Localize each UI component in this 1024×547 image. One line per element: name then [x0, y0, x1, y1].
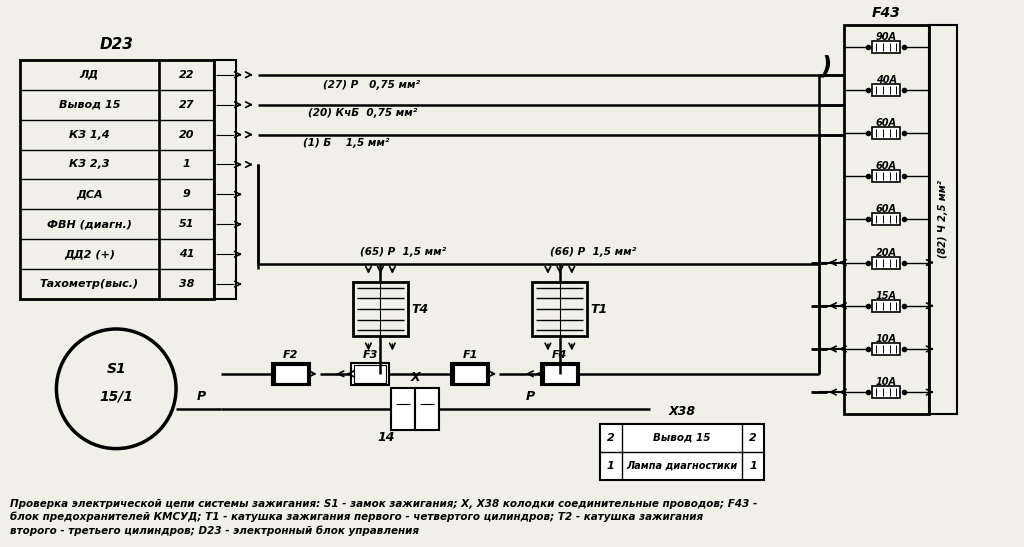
Bar [872, 84, 900, 96]
Text: (65) Р  1,5 мм²: (65) Р 1,5 мм² [360, 247, 446, 257]
Text: T4: T4 [412, 302, 428, 316]
Text: S1: S1 [106, 362, 126, 376]
Bar [872, 343, 900, 355]
Bar [19, 60, 214, 299]
Text: 14: 14 [378, 431, 395, 444]
Text: 2: 2 [607, 433, 614, 443]
Text: P: P [525, 390, 535, 403]
Text: 10А: 10А [876, 377, 897, 387]
Text: F43: F43 [872, 6, 901, 20]
Text: 40А: 40А [876, 75, 897, 85]
Bar [600, 424, 764, 480]
Text: ФВН (диагн.): ФВН (диагн.) [47, 219, 132, 229]
Text: 2: 2 [750, 433, 757, 443]
Text: 9: 9 [182, 189, 190, 200]
Text: ДСА: ДСА [76, 189, 102, 200]
Text: Проверка электрической цепи системы зажигания: S1 - замок зажигания; X, X38 коло: Проверка электрической цепи системы зажи… [9, 498, 757, 537]
Text: КЗ 2,3: КЗ 2,3 [69, 160, 110, 170]
Text: (82) Ч 2,5 мм²: (82) Ч 2,5 мм² [938, 181, 947, 258]
Text: 1: 1 [182, 160, 190, 170]
Text: 60А: 60А [876, 205, 897, 214]
Bar [452, 363, 489, 385]
Bar [274, 365, 306, 383]
Text: 51: 51 [179, 219, 195, 229]
Text: Тахометр(выс.): Тахометр(выс.) [40, 279, 139, 289]
Text: (1) Б    1,5 мм²: (1) Б 1,5 мм² [303, 137, 389, 148]
Text: КЗ 1,4: КЗ 1,4 [69, 130, 110, 139]
Text: 60А: 60А [876, 118, 897, 128]
Text: 90А: 90А [876, 32, 897, 42]
Text: F4: F4 [552, 350, 567, 360]
Bar [391, 388, 416, 430]
Bar [872, 257, 900, 269]
Text: 38: 38 [179, 279, 195, 289]
Text: 10А: 10А [876, 334, 897, 344]
Bar [872, 300, 900, 312]
Text: ): ) [821, 55, 833, 79]
Text: F3: F3 [362, 350, 378, 360]
Text: (20) КчБ  0,75 мм²: (20) КчБ 0,75 мм² [307, 108, 417, 118]
Text: 15/1: 15/1 [99, 390, 133, 404]
Bar [872, 170, 900, 182]
Bar [214, 60, 236, 299]
Bar [872, 213, 900, 225]
Text: Вывод 15: Вывод 15 [653, 433, 711, 443]
Text: 20А: 20А [876, 248, 897, 258]
Text: D23: D23 [99, 37, 134, 53]
Text: P: P [197, 390, 206, 403]
Text: Вывод 15: Вывод 15 [58, 100, 120, 110]
Bar [544, 365, 575, 383]
Text: 41: 41 [179, 249, 195, 259]
Text: X: X [411, 371, 420, 385]
Bar [416, 388, 439, 430]
Text: X38: X38 [669, 405, 695, 418]
Bar [271, 363, 309, 385]
Bar [351, 363, 389, 385]
Bar [844, 25, 929, 414]
Text: (66) Р  1,5 мм²: (66) Р 1,5 мм² [550, 247, 636, 257]
Text: 27: 27 [179, 100, 195, 110]
Bar [532, 282, 588, 336]
Text: 22: 22 [179, 70, 195, 80]
Text: 20: 20 [179, 130, 195, 139]
Bar [353, 282, 408, 336]
Text: 1: 1 [750, 461, 757, 470]
Bar [872, 40, 900, 53]
Text: 1: 1 [607, 461, 614, 470]
Bar [872, 127, 900, 139]
Text: Лампа диагностики: Лампа диагностики [627, 461, 737, 470]
Text: ЛД: ЛД [80, 70, 99, 80]
Text: F2: F2 [283, 350, 298, 360]
Bar [929, 25, 956, 414]
Bar [541, 363, 579, 385]
Text: 60А: 60А [876, 161, 897, 171]
Bar [872, 386, 900, 398]
Bar [455, 365, 486, 383]
Bar [354, 365, 386, 383]
Text: F1: F1 [463, 350, 478, 360]
Text: (27) Р   0,75 мм²: (27) Р 0,75 мм² [323, 80, 420, 90]
Text: T1: T1 [591, 302, 608, 316]
Text: 15А: 15А [876, 291, 897, 301]
Text: ДД2 (+): ДД2 (+) [63, 249, 115, 259]
